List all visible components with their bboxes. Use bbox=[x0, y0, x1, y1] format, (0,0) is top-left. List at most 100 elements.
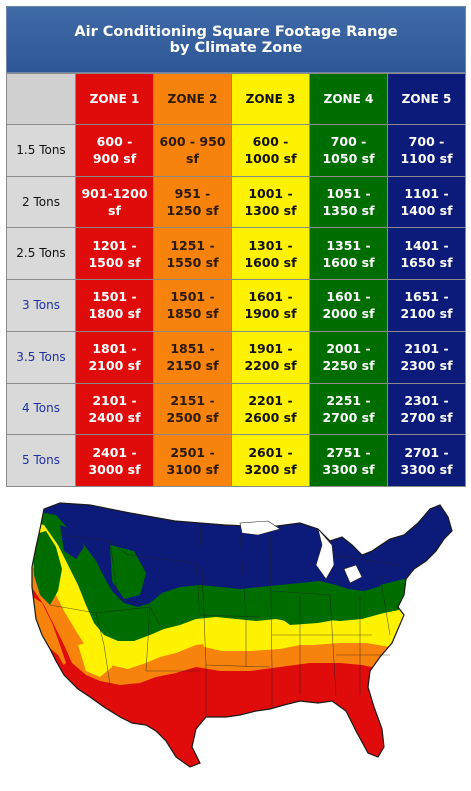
range-cell-zone-3: 1901 -2200 sf bbox=[232, 331, 309, 383]
range-cell-line: 951 - bbox=[174, 186, 211, 202]
range-cell-line: 2401 - bbox=[92, 444, 137, 460]
range-cell-zone-4: 2751 -3300 sf bbox=[310, 435, 387, 486]
range-cell-line: 1500 sf bbox=[88, 254, 141, 270]
range-cell-line: sf bbox=[186, 151, 199, 167]
climate-zone-map bbox=[0, 495, 471, 791]
central-zone-3 bbox=[200, 623, 300, 651]
lake-michigan bbox=[315, 528, 335, 580]
range-cell-zone-5: 1651 -2100 sf bbox=[388, 280, 465, 331]
range-cell-line: 2700 sf bbox=[400, 409, 453, 425]
range-cell-zone-1: 600 -900 sf bbox=[76, 125, 153, 176]
range-cell-zone-3: 2201 -2600 sf bbox=[232, 383, 309, 435]
range-cell-zone-4: 2001 -2250 sf bbox=[310, 331, 387, 383]
title-line-2: by Climate Zone bbox=[169, 39, 303, 56]
lake-superior bbox=[239, 520, 281, 536]
range-cell-line: 1650 sf bbox=[400, 254, 453, 270]
range-cell-line: 1101 - bbox=[404, 186, 449, 202]
range-cell-zone-4: 1351 -1600 sf bbox=[310, 228, 387, 280]
range-cell-zone-2: 600 - 950 sf bbox=[154, 125, 231, 176]
lake-erie bbox=[343, 564, 363, 584]
chart-title-bar: Air Conditioning Square Footage Range by… bbox=[6, 6, 466, 73]
zone-4-header: ZONE 4 bbox=[310, 74, 387, 124]
idaho-zone-4 bbox=[110, 545, 146, 599]
range-cell-zone-4: 2251 -2700 sf bbox=[310, 383, 387, 435]
range-cell-zone-1: 1501 -1800 sf bbox=[76, 280, 153, 331]
table-body: 1.5 Tons 600 -900 sf 600 - 950 sf 600 -1000 … bbox=[7, 125, 465, 486]
range-cell-line: 2150 sf bbox=[166, 358, 219, 374]
range-cell-zone-5: 1401 -1650 sf bbox=[388, 228, 465, 280]
range-cell-line: 2701 - bbox=[404, 444, 449, 460]
tonnage-label: 3.5 Tons bbox=[7, 331, 75, 383]
range-cell-zone-1: 2101 -2400 sf bbox=[76, 383, 153, 435]
range-cell-zone-5: 2701 -3300 sf bbox=[388, 435, 465, 486]
table-corner-cell bbox=[7, 74, 75, 124]
range-cell-line: 600 - bbox=[252, 134, 289, 150]
range-cell-zone-2: 951 -1250 sf bbox=[154, 176, 231, 228]
range-cell-zone-4: 700 -1050 sf bbox=[310, 125, 387, 176]
range-cell-line: 900 sf bbox=[92, 151, 137, 167]
table-row: 4 Tons 2101 -2400 sf 2151 -2500 sf 2201 -26… bbox=[7, 383, 465, 435]
range-cell-line: 1351 - bbox=[326, 237, 371, 253]
table-header-row: ZONE 1 ZONE 2 ZONE 3 ZONE 4 ZONE 5 bbox=[7, 74, 465, 124]
range-cell-line: 2300 sf bbox=[400, 358, 453, 374]
range-cell-zone-5: 2301 -2700 sf bbox=[388, 383, 465, 435]
range-cell-line: 2600 sf bbox=[244, 409, 297, 425]
range-cell-line: 1851 - bbox=[170, 341, 215, 357]
zone-5-header: ZONE 5 bbox=[388, 74, 465, 124]
range-cell-line: 2301 - bbox=[404, 392, 449, 408]
range-cell-zone-3: 1301 -1600 sf bbox=[232, 228, 309, 280]
range-cell-line: 1300 sf bbox=[244, 203, 297, 219]
range-cell-line: 1250 sf bbox=[166, 203, 219, 219]
range-cell-line: 2201 - bbox=[248, 392, 293, 408]
range-cell-line: 600 - bbox=[96, 134, 133, 150]
range-cell-line: 600 - 950 bbox=[159, 134, 226, 150]
range-cell-line: 2251 - bbox=[326, 392, 371, 408]
range-cell-zone-2: 1501 -1850 sf bbox=[154, 280, 231, 331]
range-cell-line: 1000 sf bbox=[244, 151, 297, 167]
range-cell-line: 1900 sf bbox=[244, 306, 297, 322]
range-cell-line: 2151 - bbox=[170, 392, 215, 408]
range-cell-zone-3: 2601 -3200 sf bbox=[232, 435, 309, 486]
pacific-nw-zone-5 bbox=[60, 525, 84, 559]
range-cell-line: 2700 sf bbox=[322, 409, 375, 425]
range-cell-line: 3100 sf bbox=[166, 461, 219, 477]
range-cell-line: 2001 - bbox=[326, 341, 371, 357]
range-cell-zone-3: 1601 -1900 sf bbox=[232, 280, 309, 331]
range-cell-zone-4: 1051 -1350 sf bbox=[310, 176, 387, 228]
range-cell-zone-5: 2101 -2300 sf bbox=[388, 331, 465, 383]
range-cell-line: 3300 sf bbox=[322, 461, 375, 477]
range-cell-line: 3200 sf bbox=[244, 461, 297, 477]
range-cell-line: 2101 - bbox=[404, 341, 449, 357]
range-cell-zone-3: 1001 -1300 sf bbox=[232, 176, 309, 228]
range-cell-zone-5: 1101 -1400 sf bbox=[388, 176, 465, 228]
range-cell-zone-2: 2501 -3100 sf bbox=[154, 435, 231, 486]
range-cell-zone-5: 700 -1100 sf bbox=[388, 125, 465, 176]
range-cell-line: 3000 sf bbox=[88, 461, 141, 477]
range-cell-line: 2000 sf bbox=[322, 306, 375, 322]
range-cell-line: 1050 sf bbox=[322, 151, 375, 167]
range-cell-line: 1801 - bbox=[92, 341, 137, 357]
range-cell-line: 1550 sf bbox=[166, 254, 219, 270]
range-cell-line: 2100 sf bbox=[88, 358, 141, 374]
zone-1-header: ZONE 1 bbox=[76, 74, 153, 124]
range-cell-line: 1600 sf bbox=[322, 254, 375, 270]
range-cell-zone-1: 2401 -3000 sf bbox=[76, 435, 153, 486]
zone-3-header: ZONE 3 bbox=[232, 74, 309, 124]
state-borders bbox=[49, 524, 401, 717]
west-coast-zone-4 bbox=[32, 531, 62, 605]
table-row: 2.5 Tons 1201 -1500 sf 1251 -1550 sf 1301 -… bbox=[7, 228, 465, 280]
range-cell-line: 1501 - bbox=[170, 289, 215, 305]
range-cell-line: 1800 sf bbox=[88, 306, 141, 322]
range-cell-line: 2751 - bbox=[326, 444, 371, 460]
range-cell-line: 2501 - bbox=[170, 444, 215, 460]
midwest-zone-4 bbox=[266, 603, 340, 625]
range-cell-zone-3: 600 -1000 sf bbox=[232, 125, 309, 176]
range-cell-line: 2200 sf bbox=[244, 358, 297, 374]
range-cell-line: 2500 sf bbox=[166, 409, 219, 425]
table-row: 5 Tons 2401 -3000 sf 2501 -3100 sf 2601 -32… bbox=[7, 435, 465, 486]
range-cell-line: 1251 - bbox=[170, 237, 215, 253]
range-cell-line: 1600 sf bbox=[244, 254, 297, 270]
table-row: 3.5 Tons 1801 -2100 sf 1851 -2150 sf 1901 -… bbox=[7, 331, 465, 383]
tonnage-label: 1.5 Tons bbox=[7, 125, 75, 176]
title-line-1: Air Conditioning Square Footage Range bbox=[74, 23, 398, 40]
